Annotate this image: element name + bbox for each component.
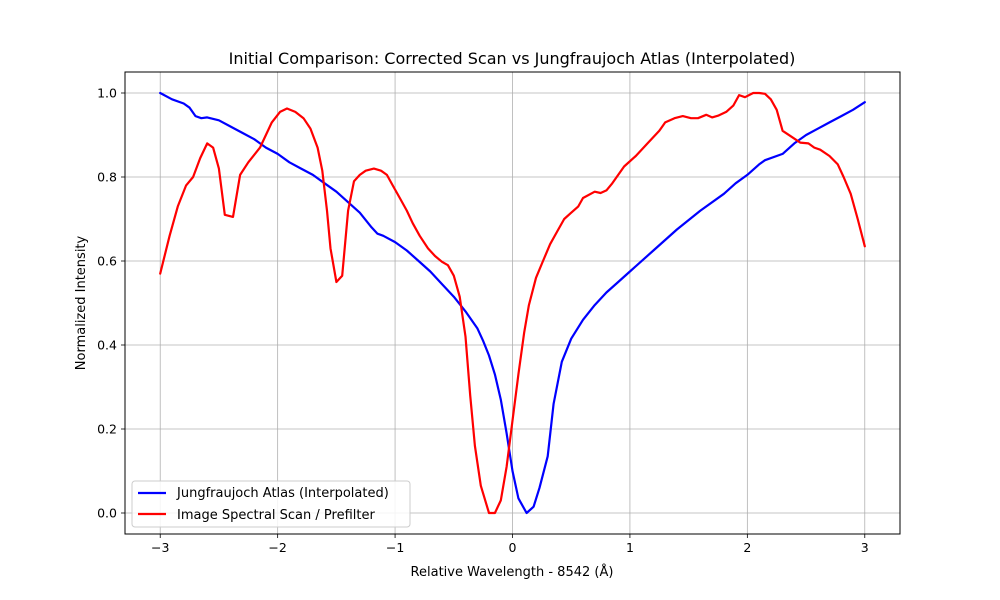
y-axis-ticks: 0.0 0.2 0.4 0.6 0.8 1.0 — [97, 86, 125, 521]
chart-title: Initial Comparison: Corrected Scan vs Ju… — [229, 49, 796, 68]
y-tick-label: 0.4 — [97, 338, 117, 353]
y-tick-label: 0.0 — [97, 506, 117, 521]
series-line-atlas — [159, 91, 866, 515]
x-tick-label: −3 — [151, 540, 169, 555]
x-tick-label: 3 — [861, 540, 869, 555]
legend: Jungfraujoch Atlas (Interpolated) Image … — [131, 480, 411, 528]
legend-label-atlas: Jungfraujoch Atlas (Interpolated) — [176, 486, 389, 501]
x-tick-label: 1 — [626, 540, 634, 555]
x-axis-ticks: −3 −2 −1 0 1 2 3 — [151, 534, 869, 555]
x-tick-label: 0 — [509, 540, 517, 555]
series-group — [159, 91, 866, 515]
legend-label-scan: Image Spectral Scan / Prefilter — [177, 508, 375, 523]
y-tick-label: 1.0 — [97, 86, 117, 101]
y-tick-label: 0.6 — [97, 254, 117, 269]
legend-box — [131, 480, 411, 528]
x-tick-label: −1 — [386, 540, 404, 555]
x-tick-label: 2 — [743, 540, 751, 555]
y-axis-label: Normalized Intensity — [74, 235, 89, 370]
y-tick-label: 0.2 — [97, 422, 117, 437]
x-tick-label: −2 — [268, 540, 286, 555]
x-axis-label: Relative Wavelength - 8542 (Å) — [411, 564, 614, 580]
y-tick-label: 0.8 — [97, 170, 117, 185]
series-line-scan — [159, 91, 866, 515]
